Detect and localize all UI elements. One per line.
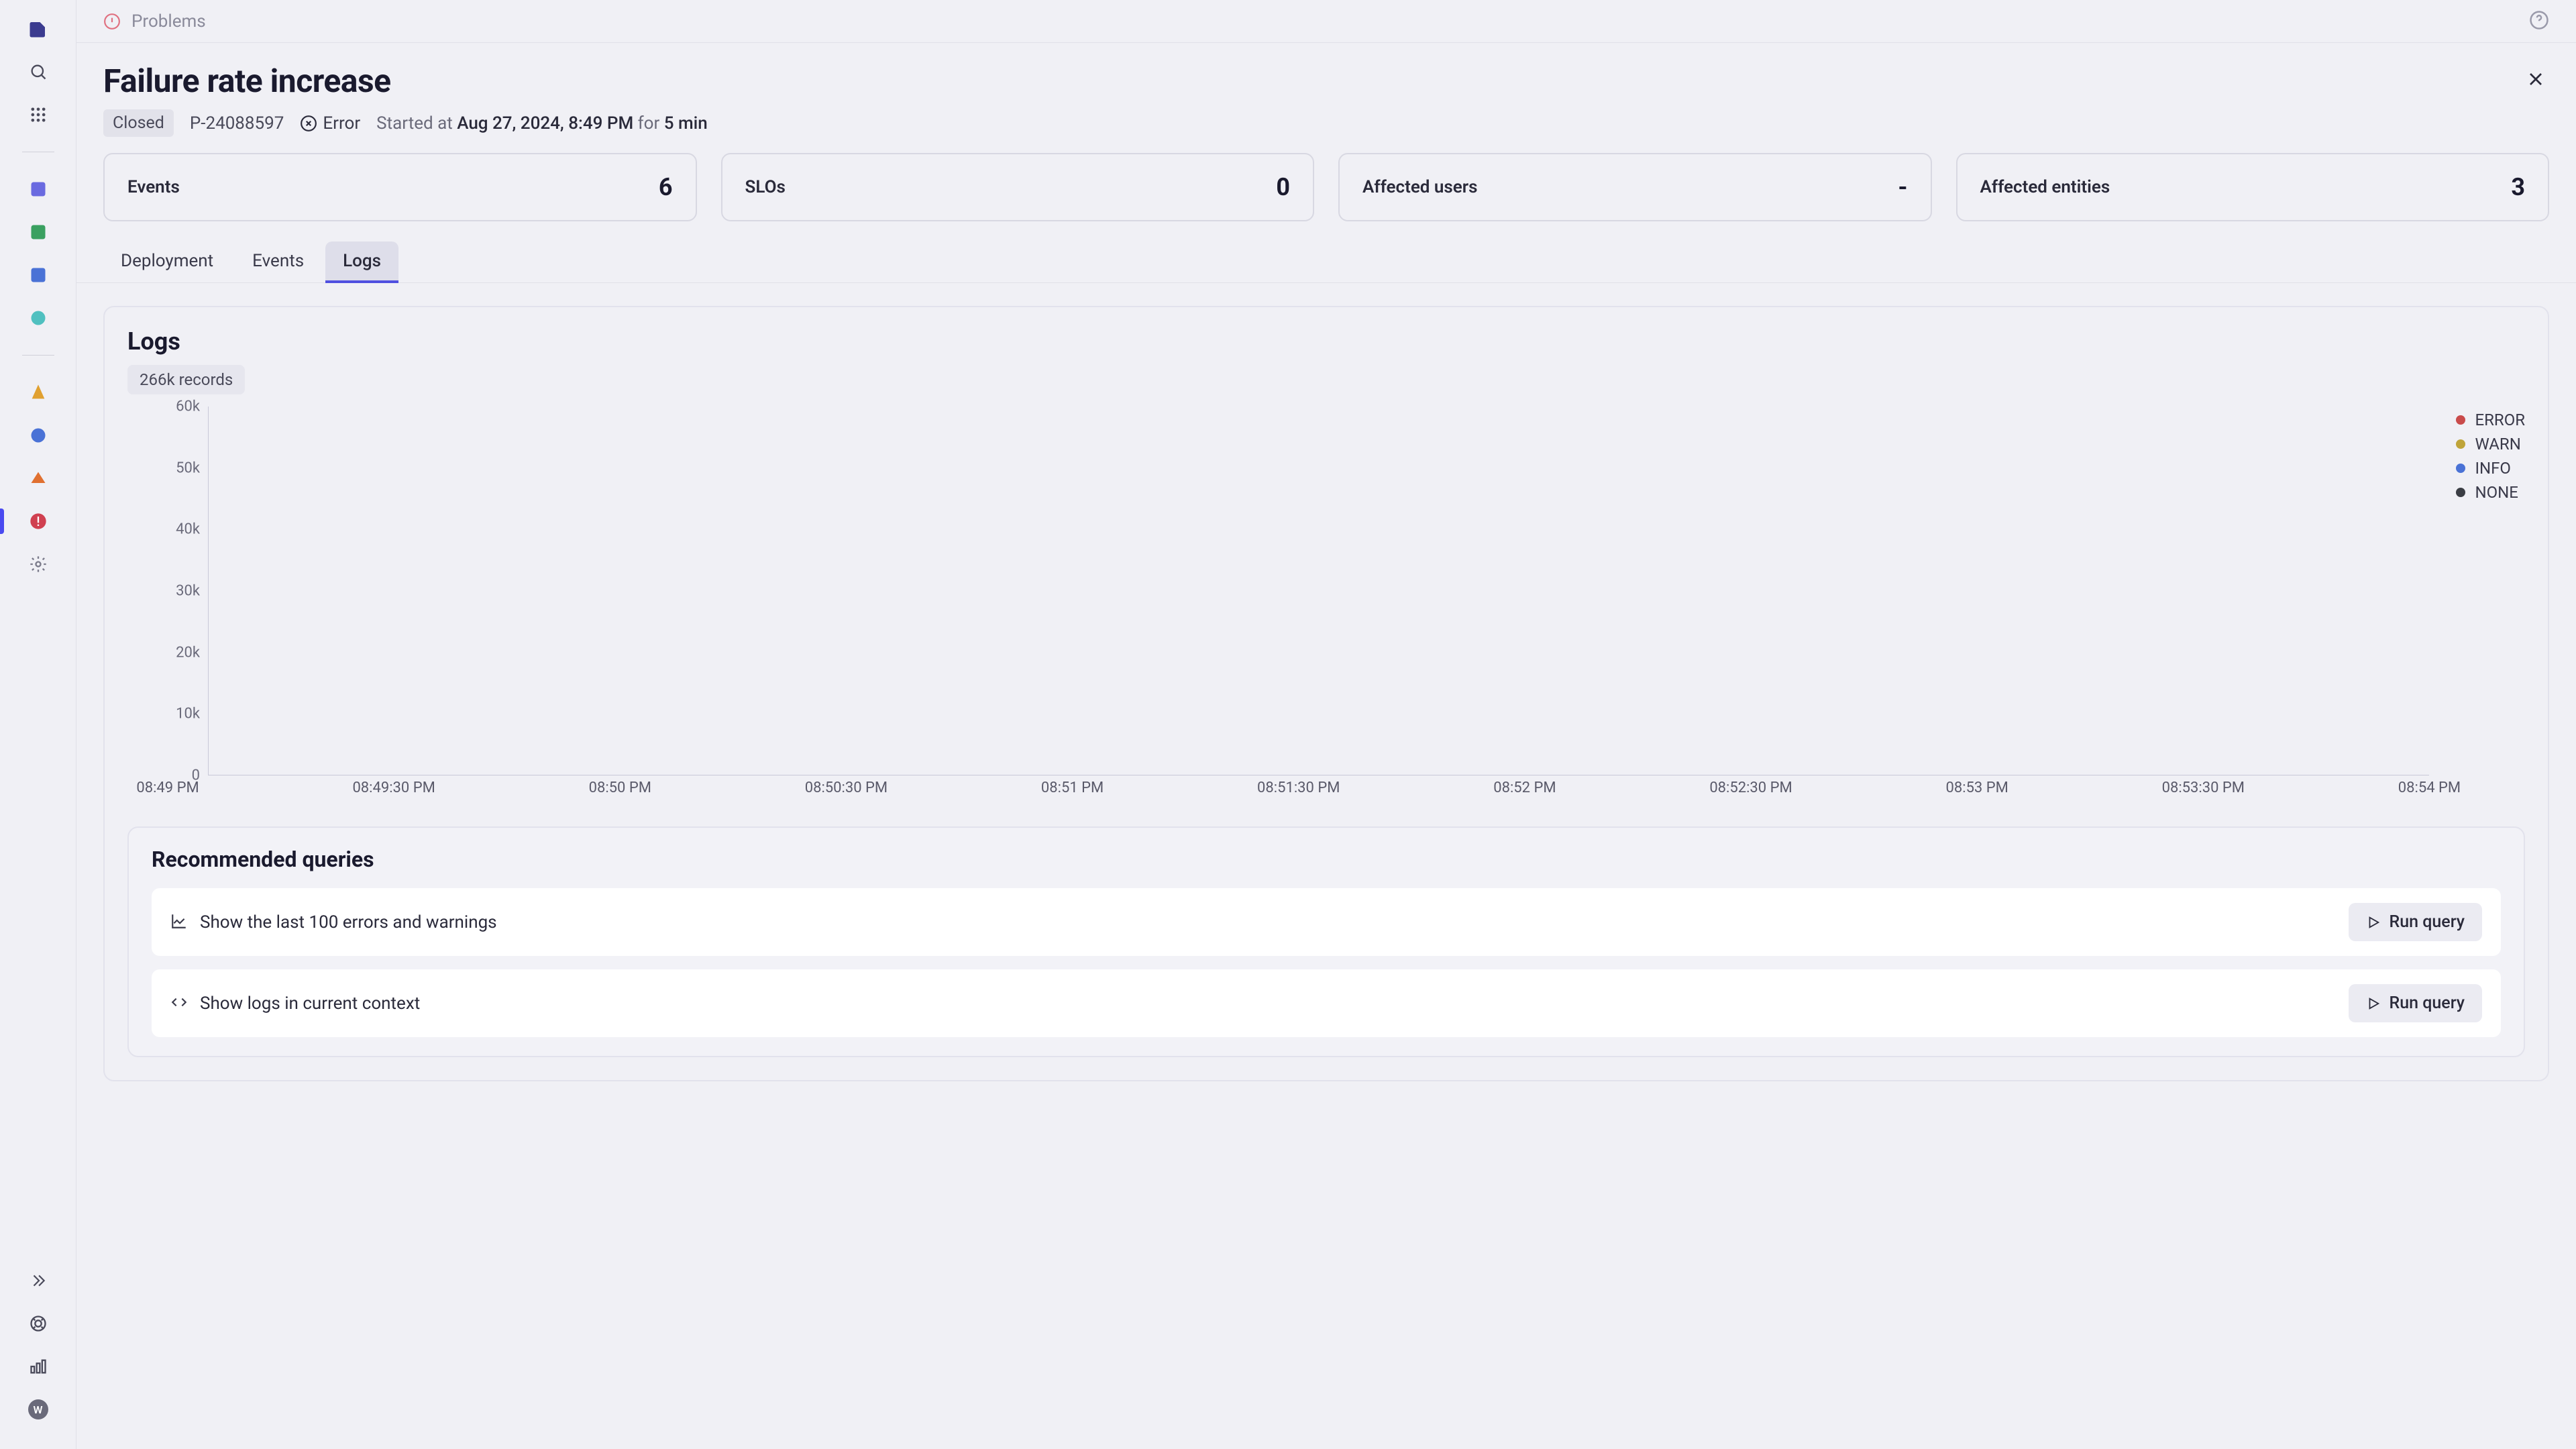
- query-text: Show the last 100 errors and warnings: [200, 912, 497, 932]
- run-query-button[interactable]: Run query: [2349, 984, 2482, 1022]
- page-title: Failure rate increase: [103, 62, 391, 100]
- for-label: for: [638, 113, 660, 133]
- run-label: Run query: [2389, 912, 2465, 932]
- severity-label: Error: [323, 113, 360, 133]
- y-tick: 40k: [166, 521, 200, 538]
- legend-dot: [2456, 464, 2465, 473]
- severity: Error: [300, 113, 360, 133]
- tab-events[interactable]: Events: [235, 241, 321, 282]
- legend-label: NONE: [2475, 483, 2518, 502]
- recommended-queries: Recommended queries Show the last 100 er…: [127, 826, 2525, 1057]
- tabs: DeploymentEventsLogs: [76, 237, 2576, 283]
- x-tick: 08:53 PM: [1946, 780, 2008, 796]
- expand-sidebar-icon[interactable]: [25, 1268, 51, 1293]
- nav-item-1-icon[interactable]: [25, 176, 51, 202]
- close-button[interactable]: [2522, 66, 2549, 93]
- tab-deployment[interactable]: Deployment: [103, 241, 231, 282]
- code-icon: [170, 994, 188, 1014]
- recommended-query: Show the last 100 errors and warnings Ru…: [152, 888, 2501, 956]
- stat-cards: Events 6 SLOs 0 Affected users - Affected e…: [76, 153, 2576, 237]
- page-header: Failure rate increase: [76, 43, 2576, 105]
- x-tick: 08:50:30 PM: [805, 780, 888, 796]
- nav-settings-icon[interactable]: [25, 551, 51, 577]
- card-value: 6: [659, 173, 673, 201]
- nav-item-2-icon[interactable]: [25, 219, 51, 245]
- x-tick: 08:49 PM: [136, 780, 199, 796]
- logs-title: Logs: [127, 327, 2525, 356]
- nav-item-6-icon[interactable]: [25, 423, 51, 448]
- status-badge: Closed: [103, 109, 174, 137]
- run-label: Run query: [2389, 994, 2465, 1013]
- legend-dot: [2456, 415, 2465, 425]
- meta-line: Closed P-24088597 Error Started at Aug 2…: [76, 105, 2576, 153]
- run-query-button[interactable]: Run query: [2349, 903, 2482, 941]
- search-icon[interactable]: [25, 59, 51, 85]
- legend-item[interactable]: INFO: [2456, 459, 2525, 478]
- legend-label: WARN: [2475, 435, 2520, 453]
- card-value: 0: [1276, 173, 1290, 201]
- sidebar: W: [0, 0, 76, 1449]
- x-tick: 08:53:30 PM: [2162, 780, 2245, 796]
- x-tick: 08:49:30 PM: [352, 780, 435, 796]
- support-icon[interactable]: [25, 1311, 51, 1336]
- stat-card[interactable]: Affected users -: [1338, 153, 1932, 221]
- legend-item[interactable]: ERROR: [2456, 411, 2525, 429]
- card-label: Events: [127, 177, 180, 197]
- card-label: SLOs: [745, 177, 786, 197]
- chart: 010k20k30k40k50k60k 08:49 PM08:49:30 PM0…: [127, 407, 2429, 806]
- legend-item[interactable]: NONE: [2456, 483, 2525, 502]
- content: Logs 266k records 010k20k30k40k50k60k 08…: [76, 283, 2576, 1449]
- analytics-icon[interactable]: [25, 1354, 51, 1379]
- nav-problems-icon[interactable]: [25, 508, 51, 534]
- duration: 5 min: [664, 113, 708, 133]
- legend-dot: [2456, 488, 2465, 497]
- recommended-query: Show logs in current context Run query: [152, 969, 2501, 1037]
- problem-id: P-24088597: [190, 113, 284, 133]
- legend-label: ERROR: [2475, 411, 2525, 429]
- logs-panel: Logs 266k records 010k20k30k40k50k60k 08…: [103, 306, 2549, 1081]
- breadcrumb-bar: Problems: [76, 0, 2576, 43]
- main: Problems Failure rate increase Closed P-…: [76, 0, 2576, 1449]
- help-icon[interactable]: [2529, 10, 2549, 33]
- card-value: 3: [2511, 173, 2525, 201]
- x-tick: 08:52 PM: [1493, 780, 1556, 796]
- stat-card[interactable]: SLOs 0: [721, 153, 1315, 221]
- y-tick: 50k: [166, 460, 200, 476]
- x-tick: 08:50 PM: [589, 780, 651, 796]
- legend-label: INFO: [2475, 459, 2510, 478]
- query-text: Show logs in current context: [200, 994, 420, 1014]
- started-time: Aug 27, 2024, 8:49 PM: [457, 113, 633, 133]
- card-value: -: [1898, 173, 1907, 201]
- tab-logs[interactable]: Logs: [325, 241, 398, 283]
- y-tick: 30k: [166, 583, 200, 600]
- x-tick: 08:54 PM: [2398, 780, 2461, 796]
- y-tick: 20k: [166, 644, 200, 661]
- chart-legend: ERROR WARN INFO NONE: [2456, 407, 2525, 507]
- problem-icon: [103, 13, 121, 30]
- breadcrumb[interactable]: Problems: [131, 11, 206, 32]
- stat-card[interactable]: Affected entities 3: [1956, 153, 2550, 221]
- card-label: Affected entities: [1980, 177, 2110, 197]
- logo-icon[interactable]: [25, 16, 51, 42]
- x-tick: 08:52:30 PM: [1709, 780, 1792, 796]
- nav-item-3-icon[interactable]: [25, 262, 51, 288]
- nav-item-5-icon[interactable]: [25, 380, 51, 405]
- apps-icon[interactable]: [25, 102, 51, 127]
- avatar[interactable]: W: [25, 1397, 51, 1422]
- stat-card[interactable]: Events 6: [103, 153, 697, 221]
- nav-item-7-icon[interactable]: [25, 466, 51, 491]
- nav-item-4-icon[interactable]: [25, 305, 51, 331]
- logs-chart: 010k20k30k40k50k60k 08:49 PM08:49:30 PM0…: [127, 407, 2525, 806]
- records-badge: 266k records: [127, 365, 245, 394]
- y-tick: 60k: [166, 398, 200, 415]
- legend-item[interactable]: WARN: [2456, 435, 2525, 453]
- y-tick: 10k: [166, 706, 200, 722]
- chart-line-icon: [170, 912, 188, 932]
- legend-dot: [2456, 439, 2465, 449]
- x-tick: 08:51 PM: [1041, 780, 1104, 796]
- rec-title: Recommended queries: [152, 847, 2501, 872]
- x-tick: 08:51:30 PM: [1257, 780, 1340, 796]
- started-label: Started at: [376, 113, 453, 133]
- card-label: Affected users: [1362, 177, 1478, 197]
